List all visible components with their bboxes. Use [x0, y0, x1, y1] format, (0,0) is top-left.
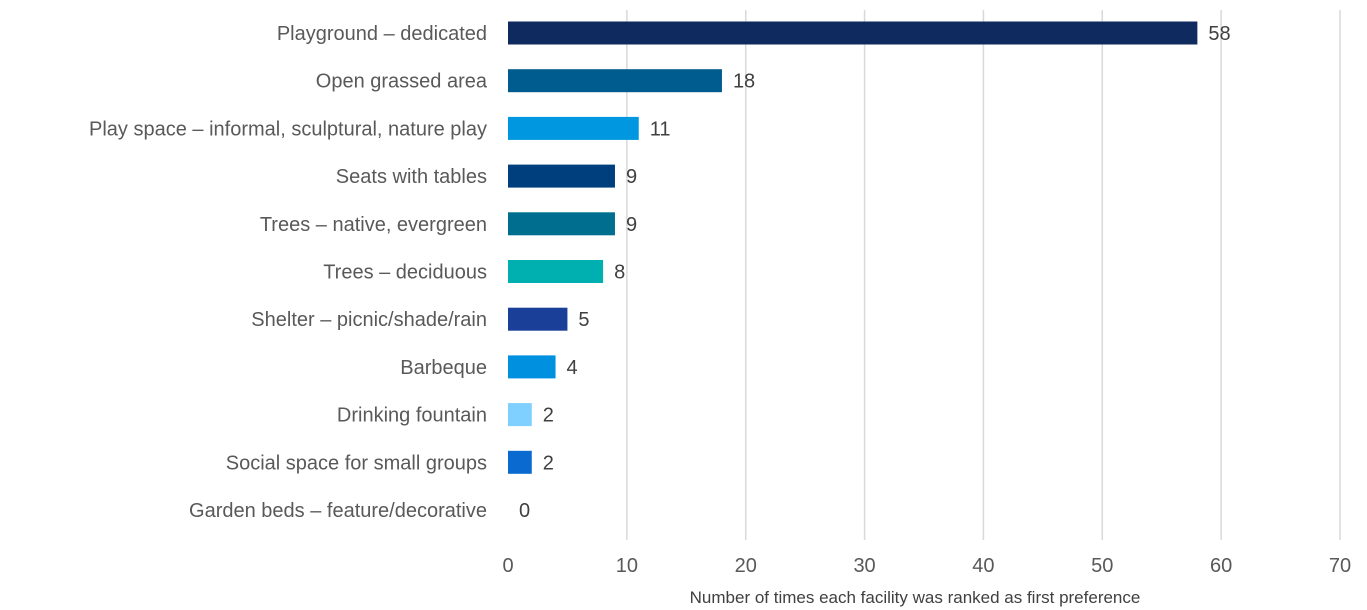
- value-label: 2: [543, 452, 554, 474]
- value-label: 9: [626, 166, 637, 188]
- x-tick-label: 30: [853, 555, 875, 577]
- x-tick-label: 70: [1329, 555, 1351, 577]
- bar: [508, 116, 639, 140]
- bar: [508, 69, 722, 93]
- category-label: Playground – dedicated: [277, 23, 487, 45]
- bar: [508, 450, 532, 474]
- x-tick-label: 20: [735, 555, 757, 577]
- category-label: Seats with tables: [336, 166, 487, 188]
- value-label: 18: [733, 71, 755, 93]
- value-label: 11: [650, 118, 671, 140]
- bar: [508, 260, 604, 283]
- x-tick-label: 10: [616, 555, 638, 577]
- bars: [508, 21, 1198, 474]
- category-labels: Playground – dedicated Open grassed area P…: [89, 23, 488, 522]
- value-label: 0: [519, 500, 530, 522]
- category-label: Drinking fountain: [337, 405, 487, 427]
- category-label: Play space – informal, sculptural, natur…: [89, 118, 487, 140]
- value-label: 9: [626, 214, 637, 236]
- bar: [508, 164, 615, 188]
- bar: [508, 212, 615, 236]
- value-label: 58: [1208, 23, 1230, 45]
- x-tick-label: 40: [972, 555, 994, 577]
- category-label: Trees – native, evergreen: [260, 214, 487, 236]
- x-tick-labels: 0 10 20 30 40 50 60 70: [502, 555, 1351, 577]
- x-tick-label: 0: [502, 555, 513, 577]
- x-axis-title: Number of times each facility was ranked…: [690, 588, 1141, 607]
- bar: [508, 21, 1198, 45]
- category-label: Barbeque: [400, 357, 487, 379]
- bar: [508, 403, 532, 427]
- category-label: Shelter – picnic/shade/rain: [251, 309, 487, 331]
- value-label: 2: [543, 405, 554, 427]
- category-label: Trees – deciduous: [323, 262, 487, 284]
- x-tick-label: 60: [1210, 555, 1232, 577]
- x-tick-label: 50: [1091, 555, 1113, 577]
- bar: [508, 307, 568, 331]
- value-label: 5: [578, 309, 589, 331]
- bar: [508, 355, 556, 379]
- value-label: 4: [567, 357, 578, 379]
- category-label: Garden beds – feature/decorative: [189, 500, 487, 522]
- category-label: Social space for small groups: [226, 452, 487, 474]
- gridlines: [626, 10, 1341, 540]
- value-label: 8: [614, 262, 625, 284]
- value-labels: 58 18 11 9 9 8 5 4 2 2 0: [519, 23, 1231, 522]
- category-label: Open grassed area: [316, 71, 488, 93]
